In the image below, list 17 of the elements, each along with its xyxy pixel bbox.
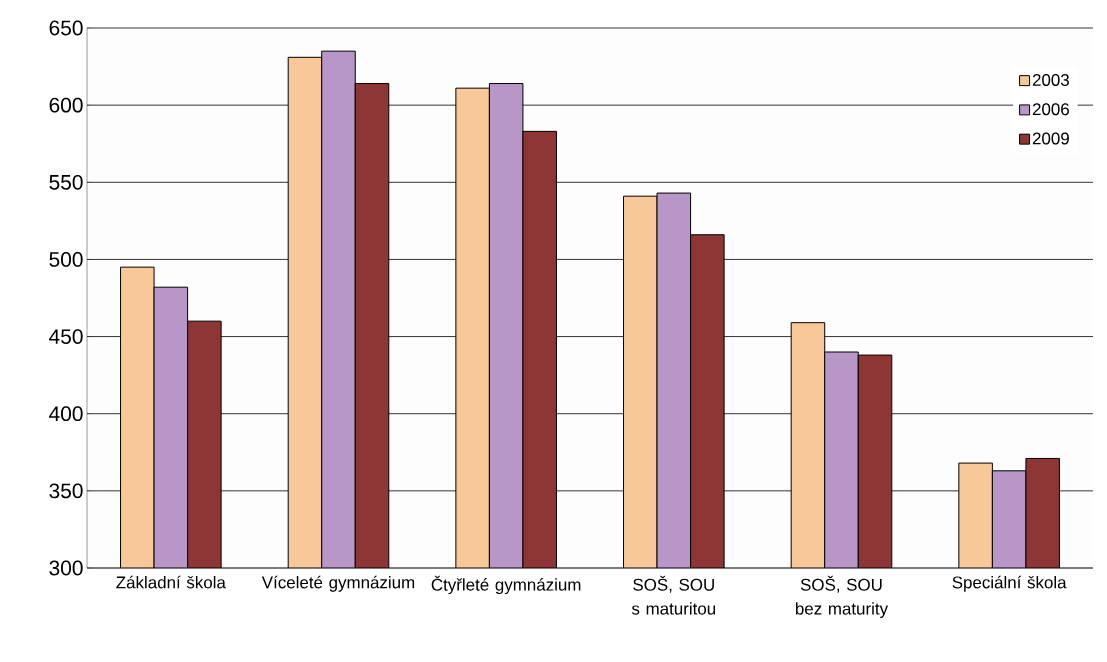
y-tick-label: 400: [49, 406, 83, 422]
x-tick-label: SOŠ, SOU s maturitou: [631, 575, 716, 615]
y-tick-label: 550: [49, 174, 83, 190]
x-tick-label: Víceleté gymnázium: [261, 575, 415, 592]
y-tick-label: 500: [49, 252, 83, 267]
legend-label: 2006: [1032, 103, 1069, 116]
y-tick-label: 600: [49, 97, 83, 113]
y-tick-label: 650: [49, 20, 83, 36]
x-tick-label: Speciální škola: [952, 575, 1067, 592]
y-tick-label: 350: [49, 483, 83, 499]
legend-label: 2003: [1032, 73, 1069, 86]
x-tick-label: SOŠ, SOU bez maturity: [795, 575, 889, 618]
x-tick-label: Čtyřleté gymnázium: [431, 575, 581, 595]
y-tick-label: 450: [49, 329, 83, 344]
legend-label: 2009: [1032, 132, 1069, 145]
x-tick-label: Základní škola: [116, 575, 226, 589]
y-tick-label: 300: [49, 560, 83, 576]
